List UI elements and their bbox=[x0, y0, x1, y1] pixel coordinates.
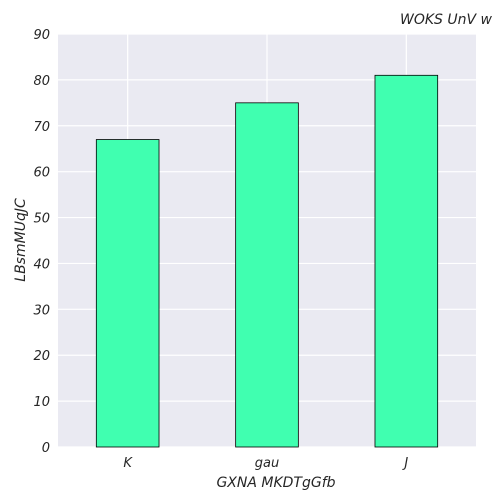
y-tick-label: 0 bbox=[42, 441, 50, 456]
y-tick-label: 80 bbox=[33, 74, 50, 89]
x-tick-label: gau bbox=[255, 456, 279, 471]
bar-K bbox=[95, 139, 160, 448]
y-axis-label: LBsmMUqJC bbox=[13, 198, 29, 282]
y-tick-label: 90 bbox=[33, 28, 50, 43]
y-tick-label: 50 bbox=[33, 212, 50, 227]
x-tick-label: J bbox=[401, 456, 408, 471]
y-tick-label: 30 bbox=[33, 303, 50, 318]
chart-title: WOKS UnV w bbox=[400, 12, 493, 28]
bar-gau bbox=[235, 102, 299, 448]
x-tick-label: K bbox=[123, 456, 133, 471]
bar-J bbox=[374, 74, 439, 448]
y-tick-label: 10 bbox=[33, 395, 50, 410]
y-tick-label: 70 bbox=[33, 120, 50, 135]
bars bbox=[95, 74, 439, 448]
x-axis-label: GXNA MKDTgGfb bbox=[216, 475, 335, 491]
y-tick-labels: 0 10 20 30 40 50 60 70 80 90 bbox=[33, 28, 50, 456]
y-tick-label: 20 bbox=[33, 349, 50, 364]
y-tick-label: 40 bbox=[33, 257, 50, 272]
y-tick-label: 60 bbox=[33, 166, 50, 181]
